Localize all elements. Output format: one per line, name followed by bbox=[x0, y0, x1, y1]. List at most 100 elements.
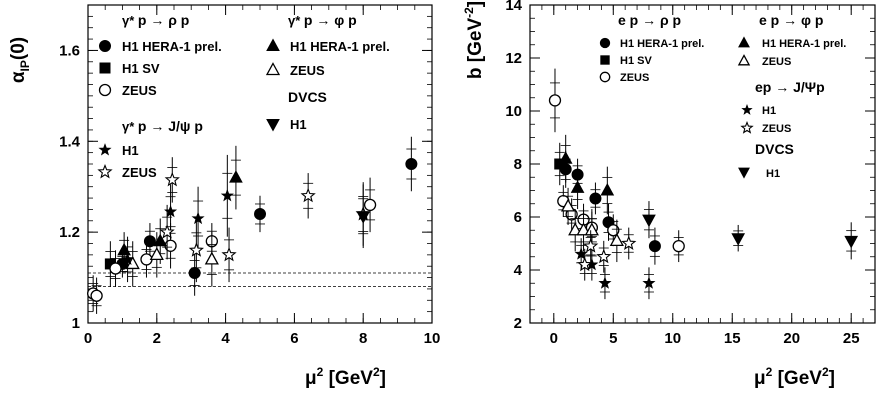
data-point bbox=[220, 154, 234, 237]
data-point bbox=[104, 241, 116, 287]
legend-heading: ep → J/Ψp bbox=[755, 79, 825, 95]
y-tick-label: 1.2 bbox=[59, 224, 80, 241]
legend-entry: ZEUS bbox=[265, 62, 325, 78]
legend-marker bbox=[599, 37, 611, 49]
data-point bbox=[558, 134, 573, 183]
legend-heading: γ* p → J/ψ p bbox=[122, 118, 203, 134]
marker-circle-filled bbox=[648, 240, 661, 253]
marker-star-open bbox=[300, 187, 316, 203]
x-tick-label: 25 bbox=[843, 330, 860, 347]
data-point bbox=[731, 224, 746, 252]
data-point bbox=[621, 227, 637, 260]
legend-entry: ZEUS bbox=[740, 120, 791, 135]
y-tick-label: 6 bbox=[514, 209, 522, 226]
x-tick-label: 20 bbox=[783, 330, 800, 347]
right-axis-ticks bbox=[529, 4, 876, 324]
marker-star-open bbox=[577, 256, 593, 272]
data-point bbox=[188, 250, 201, 296]
marker-triangle-up-open bbox=[584, 222, 599, 236]
marker-triangle-up-filled bbox=[558, 151, 573, 164]
marker-triangle-up-filled bbox=[117, 242, 131, 256]
legend-entry-label: ZEUS bbox=[122, 83, 157, 98]
marker-star-open bbox=[221, 246, 237, 262]
legend-marker bbox=[266, 38, 280, 51]
marker-star-filled bbox=[220, 188, 234, 202]
data-point bbox=[125, 241, 140, 287]
data-point bbox=[405, 136, 418, 192]
legend-marker bbox=[265, 62, 281, 76]
legend-marker bbox=[737, 54, 751, 66]
marker-star-filled bbox=[191, 211, 205, 225]
marker-square-filled bbox=[554, 158, 566, 170]
marker-circle-filled bbox=[99, 40, 111, 52]
marker-triangle-down-filled bbox=[356, 211, 371, 224]
left-axis-ticks bbox=[87, 4, 433, 324]
data-point bbox=[554, 142, 566, 186]
legend-entry: ZEUS bbox=[98, 83, 157, 98]
legend-entry-label: ZEUS bbox=[762, 123, 791, 135]
legend-entry-label: H1 HERA-1 prel. bbox=[762, 38, 846, 50]
marker-star-filled bbox=[598, 276, 612, 289]
left-legend: γ* p → ρ p γ* p → φ p γ* p → J/ψ p DVCS … bbox=[97, 12, 390, 180]
legend-marker bbox=[738, 167, 750, 179]
marker-circle-open bbox=[599, 71, 611, 83]
x-tick-label: 2 bbox=[153, 330, 161, 347]
legend-entry: H1 bbox=[738, 167, 780, 180]
marker-star-filled bbox=[121, 252, 135, 265]
marker-triangle-down-filled bbox=[731, 233, 746, 246]
legend-heading: e p → ρ p bbox=[618, 12, 681, 28]
y-tick-label: 10 bbox=[505, 103, 522, 120]
marker-triangle-up-open bbox=[560, 198, 576, 212]
legend-marker bbox=[98, 83, 112, 97]
legend-entry: H1 HERA-1 prel. bbox=[99, 39, 222, 54]
data-point bbox=[159, 204, 175, 260]
left-x-axis-label: μ2 [GeV2] bbox=[305, 365, 386, 389]
left-panel: 0 2 4 6 8 10 1 1.2 1.4 1.6 αIP(0) μ2 [GeV2] γ* p … bbox=[8, 4, 440, 389]
data-point bbox=[109, 250, 122, 287]
marker-circle-open bbox=[607, 224, 620, 237]
legend-entry: H1 HERA-1 prel. bbox=[738, 36, 846, 50]
marker-circle-filled bbox=[143, 235, 156, 248]
right-x-axis-label: μ2 [GeV2] bbox=[754, 365, 835, 389]
data-point bbox=[648, 227, 661, 265]
marker-star-filled bbox=[642, 276, 656, 289]
legend-entry-label: H1 SV bbox=[620, 55, 652, 67]
left-tick-labels: 0 2 4 6 8 10 1 1.2 1.4 1.6 bbox=[59, 42, 440, 347]
legend-entry: H1 bbox=[98, 143, 139, 158]
marker-star-open bbox=[188, 242, 204, 257]
marker-triangle-up-filled bbox=[266, 38, 280, 51]
data-point bbox=[121, 236, 135, 283]
data-point bbox=[149, 232, 164, 278]
right-data-points bbox=[548, 68, 859, 300]
marker-triangle-up-filled bbox=[229, 170, 243, 183]
y-tick-label: 12 bbox=[505, 50, 522, 67]
x-tick-label: 5 bbox=[609, 330, 617, 347]
marker-circle-filled bbox=[589, 192, 602, 205]
legend-marker bbox=[740, 120, 754, 134]
legend-marker bbox=[99, 40, 111, 52]
marker-circle-filled bbox=[188, 267, 201, 280]
legend-entry-label: H1 bbox=[762, 105, 776, 117]
marker-star-filled bbox=[98, 143, 112, 156]
y-tick-label: 1.4 bbox=[59, 133, 81, 150]
data-point bbox=[188, 218, 204, 283]
legend-heading: e p → φ p bbox=[759, 12, 823, 28]
legend-heading: γ* p → ρ p bbox=[122, 12, 189, 28]
legend-entry: ZEUS bbox=[737, 54, 791, 68]
data-point bbox=[90, 277, 103, 314]
data-point bbox=[254, 195, 266, 233]
marker-star-filled bbox=[164, 204, 178, 218]
data-point bbox=[221, 227, 237, 283]
legend-entry-label: H1 bbox=[122, 143, 139, 158]
y-tick-label: 1 bbox=[72, 315, 80, 332]
marker-triangle-up-open bbox=[265, 62, 281, 76]
marker-star-open bbox=[740, 120, 754, 134]
y-tick-label: 14 bbox=[505, 0, 522, 14]
legend-entry-label: H1 HERA-1 prel. bbox=[122, 39, 222, 54]
legend-entry-label: ZEUS bbox=[290, 63, 325, 78]
y-tick-label: 1.6 bbox=[59, 42, 80, 59]
right-plot-frame bbox=[529, 4, 876, 324]
data-point bbox=[560, 187, 576, 225]
